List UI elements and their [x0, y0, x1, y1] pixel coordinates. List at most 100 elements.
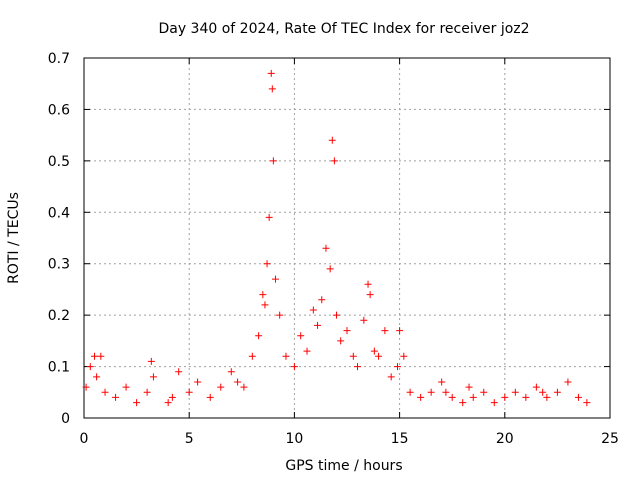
data-point [147, 357, 155, 365]
data-point [227, 368, 235, 376]
data-point [360, 316, 368, 324]
data-point [269, 157, 277, 165]
data-point [255, 332, 263, 340]
data-point [328, 136, 336, 144]
data-point [480, 388, 488, 396]
data-point [276, 311, 284, 319]
axis-ticks [83, 57, 611, 419]
data-point [309, 306, 317, 314]
y-tick-label: 0.2 [48, 308, 70, 324]
y-tick-label: 0.3 [48, 257, 70, 273]
x-axis-label: GPS time / hours [285, 458, 402, 474]
data-point [364, 280, 372, 288]
y-tick-label: 0.4 [48, 205, 70, 221]
x-tick-label: 25 [601, 431, 619, 447]
data-point [290, 363, 298, 371]
x-tick-labels: 0 5 10 15 20 25 [80, 431, 619, 447]
data-point [82, 383, 90, 391]
data-point [543, 393, 551, 401]
data-point [417, 393, 425, 401]
data-point [583, 399, 591, 407]
y-tick-label: 0.1 [48, 360, 70, 376]
data-point [97, 352, 105, 360]
data-points [82, 69, 591, 407]
data-point [268, 85, 276, 93]
data-point [267, 69, 275, 77]
data-point [438, 378, 446, 386]
data-point [234, 378, 242, 386]
data-point [564, 378, 572, 386]
data-point [271, 275, 279, 283]
data-point [366, 291, 374, 299]
data-point [217, 383, 225, 391]
data-point [112, 393, 120, 401]
data-point [396, 327, 404, 335]
chart-title: Day 340 of 2024, Rate Of TEC Index for r… [158, 21, 529, 37]
x-tick-label: 5 [185, 431, 194, 447]
data-point [149, 373, 157, 381]
data-point [326, 265, 334, 273]
data-point [370, 347, 378, 355]
data-point [282, 352, 290, 360]
data-point [263, 260, 271, 268]
data-point [448, 393, 456, 401]
data-point [175, 368, 183, 376]
data-point [101, 388, 109, 396]
data-point [574, 393, 582, 401]
data-point [469, 393, 477, 401]
data-point [297, 332, 305, 340]
y-tick-label: 0.5 [48, 154, 70, 170]
data-point [406, 388, 414, 396]
data-point [91, 352, 99, 360]
data-point [168, 393, 176, 401]
data-point [459, 399, 467, 407]
data-point [133, 399, 141, 407]
data-point [337, 337, 345, 345]
data-point [265, 213, 273, 221]
data-point [343, 327, 351, 335]
data-point [93, 373, 101, 381]
y-tick-label: 0 [61, 411, 70, 427]
data-point [122, 383, 130, 391]
y-tick-label: 0.7 [48, 51, 70, 67]
data-point [400, 352, 408, 360]
y-tick-label: 0.6 [48, 102, 70, 118]
y-tick-labels: 0 0.1 0.2 0.3 0.4 0.5 0.6 0.7 [48, 51, 70, 427]
data-point [332, 311, 340, 319]
x-tick-label: 15 [391, 431, 409, 447]
data-point [381, 327, 389, 335]
data-point [318, 296, 326, 304]
data-point [248, 352, 256, 360]
data-point [354, 363, 362, 371]
y-axis-label: ROTI / TECUs [6, 192, 22, 284]
data-point [206, 393, 214, 401]
data-point [86, 363, 94, 371]
x-tick-label: 20 [496, 431, 514, 447]
data-point [511, 388, 519, 396]
data-point [501, 393, 509, 401]
data-point [185, 388, 193, 396]
data-point [393, 363, 401, 371]
data-point [532, 383, 540, 391]
plot-frame [83, 57, 611, 419]
data-point [259, 291, 267, 299]
data-point [553, 388, 561, 396]
data-point [164, 399, 172, 407]
data-point [194, 378, 202, 386]
data-point [375, 352, 383, 360]
data-point [442, 388, 450, 396]
data-point [387, 373, 395, 381]
data-point [143, 388, 151, 396]
data-point [322, 244, 330, 252]
data-point [539, 388, 547, 396]
x-tick-label: 10 [285, 431, 303, 447]
data-point [261, 301, 269, 309]
x-tick-label: 0 [80, 431, 89, 447]
data-point [427, 388, 435, 396]
data-point [490, 399, 498, 407]
data-point [349, 352, 357, 360]
data-point [303, 347, 311, 355]
data-point [330, 157, 338, 165]
data-point [240, 383, 248, 391]
